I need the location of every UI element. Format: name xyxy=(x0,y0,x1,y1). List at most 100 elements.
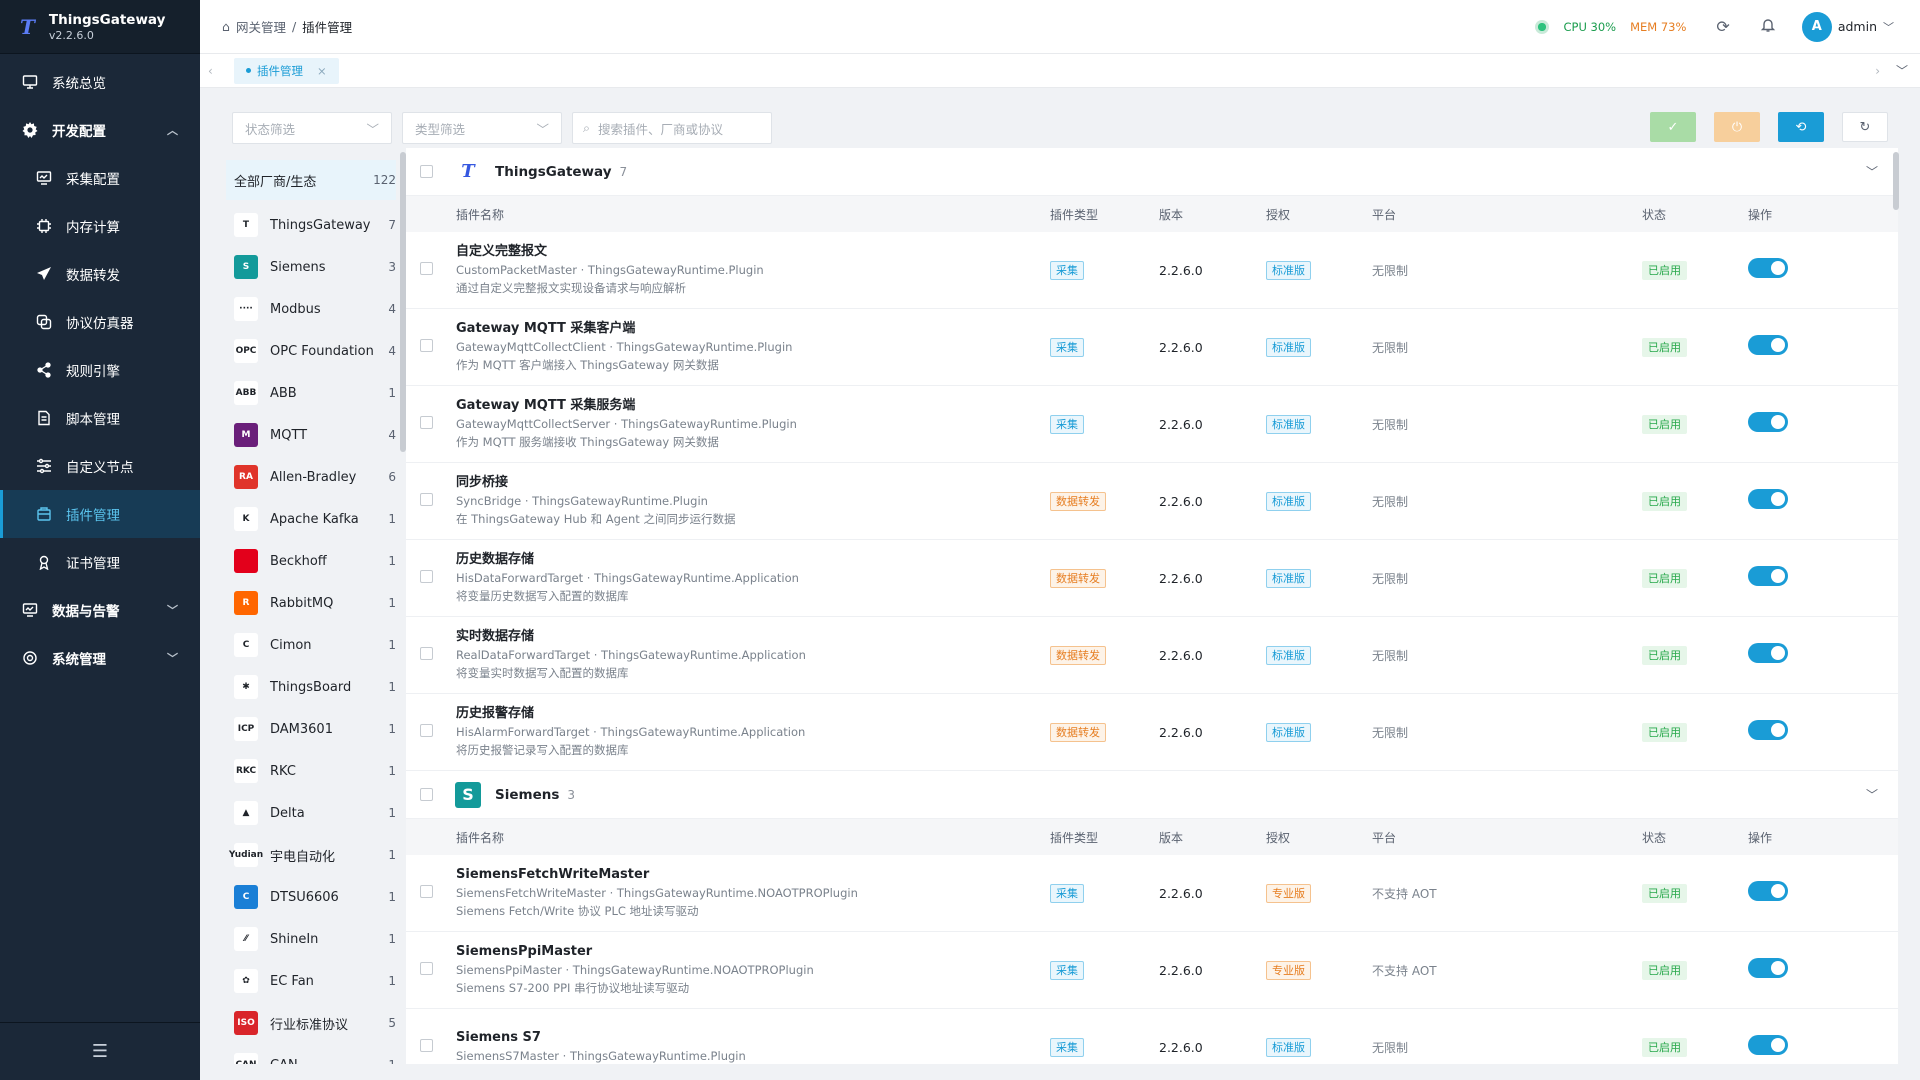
plugin-type-tag: 数据转发 xyxy=(1050,722,1106,742)
sidebar-item-rule-engine[interactable]: 规则引擎 xyxy=(0,346,200,394)
sidebar-item-script-manage[interactable]: 脚本管理 xyxy=(0,394,200,442)
table-row[interactable]: Siemens S7 SiemensS7Master · ThingsGatewa… xyxy=(406,1009,1898,1064)
home-icon[interactable]: ⌂ xyxy=(222,19,230,34)
group-header[interactable]: S Siemens 3 ﹀ xyxy=(406,771,1898,819)
vendor-item[interactable]: Yudian 宇电自动化 1 xyxy=(226,834,396,876)
sidebar-item-protocol-simulator[interactable]: 协议仿真器 xyxy=(0,298,200,346)
sidebar-item-system-manage[interactable]: 系统管理 ﹀ xyxy=(0,634,200,682)
table-row[interactable]: SiemensFetchWriteMaster SiemensFetchWrite… xyxy=(406,855,1898,932)
row-checkbox[interactable] xyxy=(420,569,433,583)
sync-button[interactable]: ⟲ xyxy=(1778,112,1824,142)
enable-toggle[interactable] xyxy=(1748,566,1788,586)
status-filter-select[interactable]: 状态筛选 ﹀ xyxy=(232,112,392,144)
vendor-item[interactable]: C Cimon 1 xyxy=(226,624,396,666)
plugin-table-scrollbar[interactable] xyxy=(1893,152,1899,210)
vendor-item[interactable]: R RabbitMQ 1 xyxy=(226,582,396,624)
collapse-sidebar-button[interactable]: ☰ xyxy=(0,1022,200,1080)
vendor-item[interactable]: C DTSU6606 1 xyxy=(226,876,396,918)
enable-toggle[interactable] xyxy=(1748,258,1788,278)
column-header-status: 状态 xyxy=(1642,830,1667,845)
disable-button[interactable]: ⏻ xyxy=(1714,112,1760,142)
table-row[interactable]: 同步桥接 SyncBridge · ThingsGatewayRuntime.Pl… xyxy=(406,463,1898,540)
vendor-item[interactable]: M MQTT 4 xyxy=(226,414,396,456)
group-checkbox[interactable] xyxy=(420,788,433,801)
type-filter-select[interactable]: 类型筛选 ﹀ xyxy=(402,112,562,144)
vendor-item[interactable]: ⁄⁄ ShineIn 1 xyxy=(226,918,396,960)
sidebar-item-custom-node[interactable]: 自定义节点 xyxy=(0,442,200,490)
vendor-item[interactable]: T ThingsGateway 7 xyxy=(226,204,396,246)
row-checkbox[interactable] xyxy=(420,961,433,975)
vendor-item[interactable]: ✱ ThingsBoard 1 xyxy=(226,666,396,708)
table-row[interactable]: 自定义完整报文 CustomPacketMaster · ThingsGatewa… xyxy=(406,232,1898,309)
vendor-list-scrollbar[interactable] xyxy=(400,152,406,452)
table-row[interactable]: 实时数据存储 RealDataForwardTarget · ThingsGate… xyxy=(406,617,1898,694)
table-row[interactable]: Gateway MQTT 采集客户端 GatewayMqttCollectClie… xyxy=(406,309,1898,386)
enable-toggle[interactable] xyxy=(1748,720,1788,740)
plugin-description: 作为 MQTT 客户端接入 ThingsGateway 网关数据 xyxy=(456,358,719,372)
vendor-item[interactable]: ···· Modbus 4 xyxy=(226,288,396,330)
table-row[interactable]: SiemensPpiMaster SiemensPpiMaster · Thing… xyxy=(406,932,1898,1009)
sidebar-item-plugin-manage[interactable]: 插件管理 xyxy=(0,490,200,538)
sidebar-item-dev-config[interactable]: 开发配置 ︿ xyxy=(0,106,200,154)
vendor-count: 4 xyxy=(388,302,396,316)
enable-button[interactable]: ✓ xyxy=(1650,112,1696,142)
vendor-item[interactable]: RA Allen-Bradley 6 xyxy=(226,456,396,498)
row-checkbox[interactable] xyxy=(420,1038,433,1052)
license-tag: 标准版 xyxy=(1266,337,1311,357)
row-checkbox[interactable] xyxy=(420,723,433,737)
sidebar-item-collect-config[interactable]: 采集配置 xyxy=(0,154,200,202)
license-tag: 标准版 xyxy=(1266,260,1311,280)
enable-toggle[interactable] xyxy=(1748,958,1788,978)
vendor-item[interactable]: S Siemens 3 xyxy=(226,246,396,288)
vendor-item-all[interactable]: 全部厂商/生态 122 xyxy=(226,160,396,200)
plugin-name: 历史数据存储 xyxy=(456,552,535,567)
vendor-item[interactable]: K Apache Kafka 1 xyxy=(226,498,396,540)
enable-toggle[interactable] xyxy=(1748,643,1788,663)
enable-toggle[interactable] xyxy=(1748,489,1788,509)
vendor-item[interactable]: ABB ABB 1 xyxy=(226,372,396,414)
tab-plugin-manage[interactable]: 插件管理 × xyxy=(234,57,339,84)
refresh-button[interactable]: ↻ xyxy=(1842,112,1888,142)
enable-toggle[interactable] xyxy=(1748,335,1788,355)
table-row[interactable]: Gateway MQTT 采集服务端 GatewayMqttCollectServ… xyxy=(406,386,1898,463)
bell-icon[interactable] xyxy=(1760,17,1776,37)
vendor-logo-icon: ⁄⁄ xyxy=(234,927,258,951)
row-checkbox[interactable] xyxy=(420,646,433,660)
app-logo[interactable]: T ThingsGateway v2.2.6.0 xyxy=(0,0,200,54)
sidebar-item-memory-compute[interactable]: 内存计算 xyxy=(0,202,200,250)
chevron-down-icon[interactable]: ﹀ xyxy=(1865,165,1878,179)
table-row[interactable]: 历史数据存储 HisDataForwardTarget · ThingsGatew… xyxy=(406,540,1898,617)
enable-toggle[interactable] xyxy=(1748,881,1788,901)
breadcrumb-item-gateway[interactable]: 网关管理 xyxy=(235,20,286,35)
row-checkbox[interactable] xyxy=(420,415,433,429)
user-menu[interactable]: A admin ﹀ xyxy=(1801,11,1894,42)
sidebar-item-data-alarm[interactable]: 数据与告警 ﹀ xyxy=(0,586,200,634)
enable-toggle[interactable] xyxy=(1748,412,1788,432)
sidebar-item-data-forward[interactable]: 数据转发 xyxy=(0,250,200,298)
row-checkbox[interactable] xyxy=(420,261,433,275)
vendor-item[interactable]: ✿ EC Fan 1 xyxy=(226,960,396,1002)
row-checkbox[interactable] xyxy=(420,338,433,352)
row-checkbox[interactable] xyxy=(420,492,433,506)
vendor-item[interactable]: ICP DAM3601 1 xyxy=(226,708,396,750)
sidebar-item-overview[interactable]: 系统总览 xyxy=(0,58,200,106)
vendor-item[interactable]: ISO 行业标准协议 5 xyxy=(226,1002,396,1044)
row-checkbox[interactable] xyxy=(420,884,433,898)
search-input[interactable]: ⌕ 搜索插件、厂商或协议 xyxy=(572,112,772,144)
chevron-down-icon[interactable]: ﹀ xyxy=(1865,788,1878,802)
table-row[interactable]: 历史报警存储 HisAlarmForwardTarget · ThingsGate… xyxy=(406,694,1898,771)
tabs-scroll-left-icon[interactable]: ‹ xyxy=(208,63,213,78)
vendor-item[interactable]: OPC OPC Foundation 4 xyxy=(226,330,396,372)
tabs-dropdown-icon[interactable]: ﹀ xyxy=(1895,64,1908,78)
vendor-item[interactable]: RKC RKC 1 xyxy=(226,750,396,792)
enable-toggle[interactable] xyxy=(1748,1035,1788,1055)
tabs-scroll-right-icon[interactable]: › xyxy=(1875,63,1880,78)
sidebar-item-certificate-manage[interactable]: 证书管理 xyxy=(0,538,200,586)
vendor-item[interactable]: ▲ Delta 1 xyxy=(226,792,396,834)
vendor-item[interactable]: Beckhoff 1 xyxy=(226,540,396,582)
group-checkbox[interactable] xyxy=(420,165,433,178)
close-icon[interactable]: × xyxy=(317,63,327,78)
vendor-item[interactable]: CANCAN1 xyxy=(226,1044,396,1064)
refresh-icon[interactable]: ⟳ xyxy=(1716,17,1730,36)
group-header[interactable]: T ThingsGateway 7 ﹀ xyxy=(406,148,1898,196)
